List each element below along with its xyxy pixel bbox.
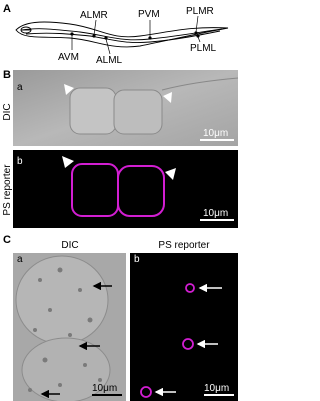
- panel-label: C: [3, 234, 11, 246]
- sub-label: a: [17, 82, 23, 93]
- sub-label: b: [17, 156, 23, 167]
- neuron-label: PLMR: [186, 6, 214, 17]
- neuron-label: PLML: [190, 43, 217, 54]
- scale-label: 10μm: [204, 383, 229, 394]
- neuron-label: ALML: [96, 55, 123, 66]
- neuron-label: AVM: [58, 52, 79, 63]
- panel-label: B: [3, 69, 11, 81]
- scale-label: 10μm: [92, 383, 117, 394]
- sub-label: a: [17, 254, 23, 265]
- neuron-label: ALMR: [80, 10, 108, 21]
- embryo-texture: [15, 255, 111, 401]
- column-header: PS reporter: [158, 240, 210, 251]
- ps-cells: [71, 163, 165, 217]
- panel-label: A: [3, 3, 11, 15]
- scale-label: 10μm: [203, 208, 228, 219]
- worm-diagram: [15, 21, 229, 48]
- dic-cells: [64, 77, 239, 135]
- side-label: DIC: [2, 103, 13, 120]
- arrows: [40, 281, 112, 399]
- neuron-dots: [70, 31, 200, 40]
- arrowhead: [165, 168, 176, 180]
- arrowhead: [62, 156, 74, 168]
- ps-corpses: [140, 283, 195, 398]
- scale-label: 10μm: [203, 128, 228, 139]
- sub-label: b: [134, 254, 140, 265]
- fluorescence-image: [130, 253, 238, 401]
- arrows: [154, 283, 222, 397]
- figure: A ALMR PVM PLMR AVM ALML PLML B a DIC 10…: [2, 3, 239, 401]
- column-header: DIC: [61, 240, 78, 251]
- side-label: PS reporter: [2, 164, 13, 216]
- pointer-lines: [71, 15, 201, 55]
- neuron-label: PVM: [138, 9, 160, 20]
